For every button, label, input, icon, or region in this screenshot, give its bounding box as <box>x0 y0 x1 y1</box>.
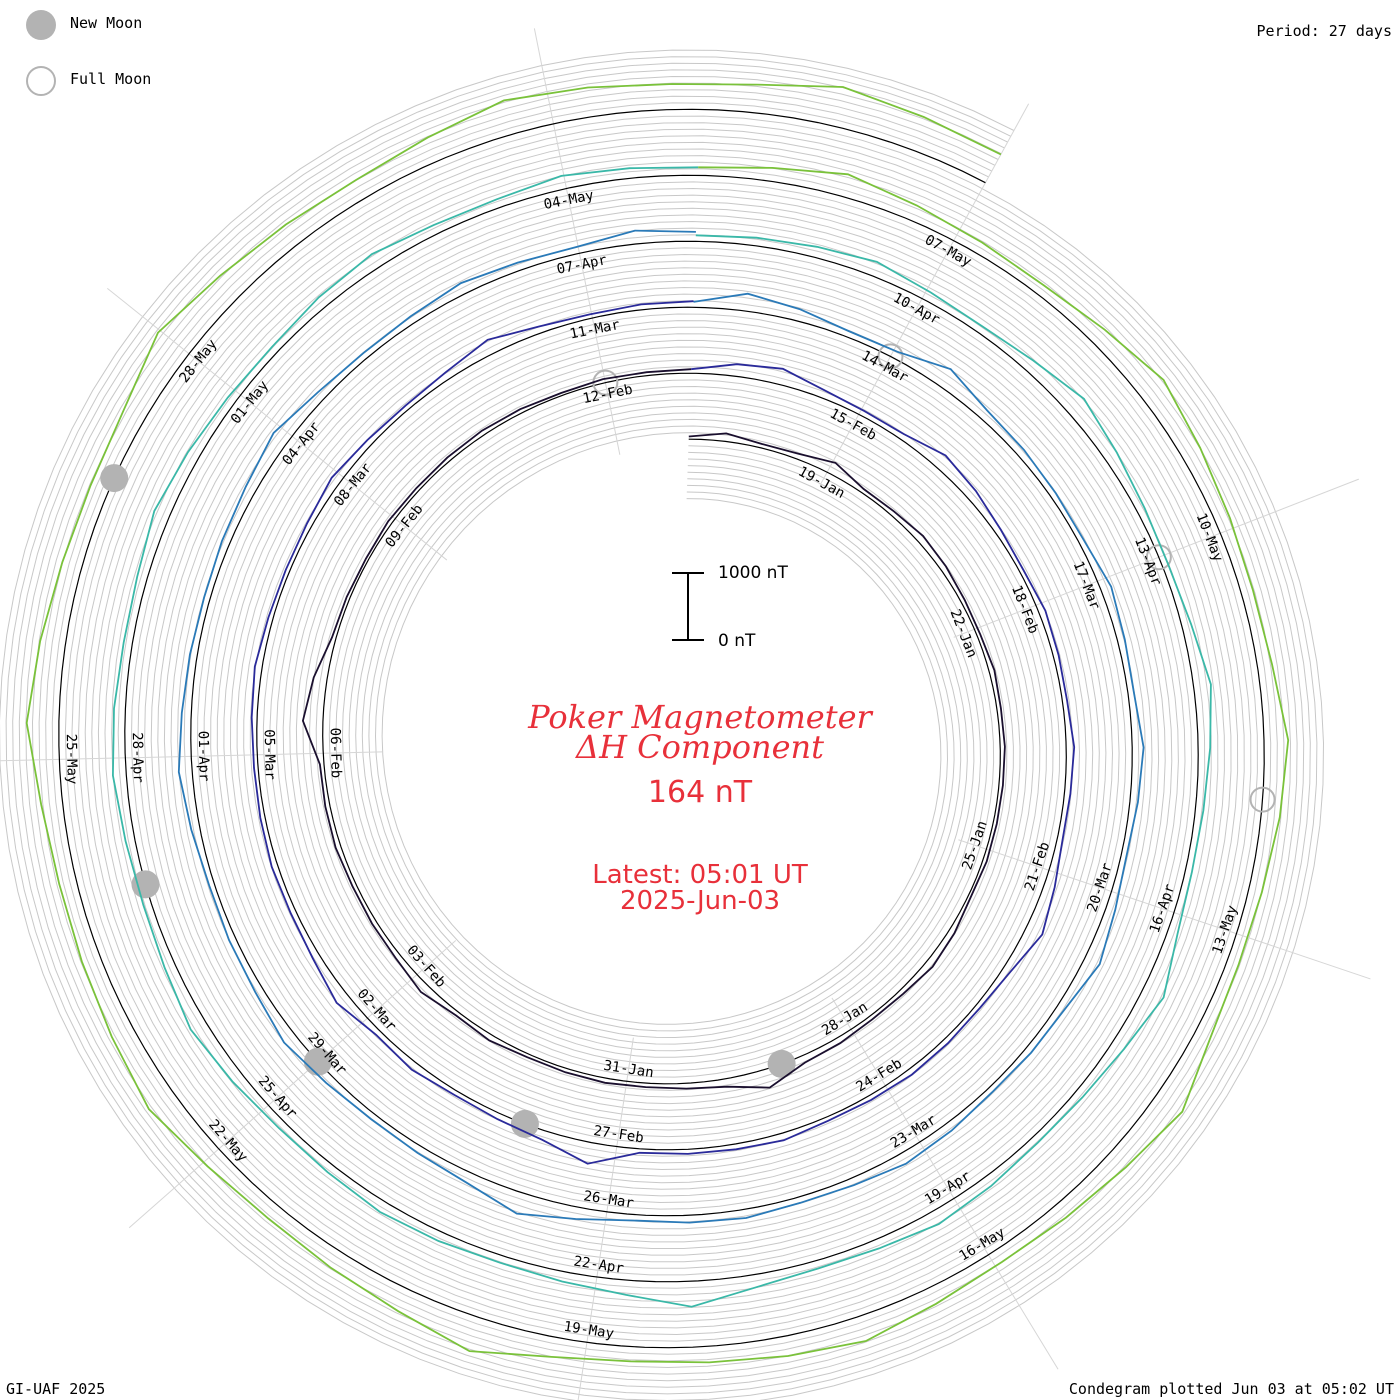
date-label: 06-Feb <box>327 728 344 779</box>
grid-ring <box>5 56 1318 1400</box>
scale-bar <box>672 572 704 641</box>
new-moon-icon <box>26 10 56 40</box>
grid-ring <box>38 89 1285 1369</box>
full-moon-marker <box>877 343 904 370</box>
date-label: 05-Mar <box>261 729 278 780</box>
grid-spoke <box>577 1037 634 1400</box>
chart-subtitle: ΔH Component <box>575 728 825 766</box>
date-label: 31-Jan <box>602 1058 654 1081</box>
series-line-4 <box>111 166 1212 1308</box>
grid-spoke <box>533 28 621 455</box>
date-label: 19-May <box>563 1319 615 1342</box>
date-label: 11-Mar <box>568 317 621 343</box>
date-label: 20-Mar <box>1084 861 1115 914</box>
latest-time: Latest: 05:01 UT <box>592 860 808 890</box>
grid-spoke <box>953 478 1359 638</box>
baseline-spiral <box>58 108 1265 1349</box>
date-label: 27-Feb <box>592 1123 644 1146</box>
new-moon-marker <box>131 870 160 899</box>
grid-spoke <box>958 839 1371 980</box>
full-moon-icon <box>26 66 56 96</box>
grid-ring <box>18 69 1305 1388</box>
chart-title: Poker Magnetometer <box>528 698 872 736</box>
series-line-3 <box>177 229 1145 1224</box>
scale-bottom-label: 0 nT <box>718 631 756 651</box>
grid-ring <box>12 62 1311 1395</box>
grid-spoke <box>819 103 1030 486</box>
data-series <box>25 83 1290 1364</box>
moon-markers <box>100 343 1276 1138</box>
date-label: 04-May <box>542 187 595 213</box>
current-value: 164 nT <box>647 775 753 810</box>
series-line-1 <box>301 368 1006 1090</box>
new-moon-marker <box>767 1049 796 1078</box>
series-line-2 <box>250 300 1076 1165</box>
grid-spoke <box>128 940 457 1229</box>
full-moon-marker <box>1145 544 1172 571</box>
latest-date: 2025-Jun-03 <box>619 886 781 916</box>
legend-new-moon-label: New Moon <box>70 14 143 32</box>
new-moon-marker <box>100 464 129 493</box>
date-label: 22-Apr <box>572 1253 624 1276</box>
new-moon-marker <box>510 1109 539 1138</box>
date-label: 28-Apr <box>129 732 146 783</box>
grid-ring <box>25 75 1298 1382</box>
date-label: 12-Feb <box>581 382 634 408</box>
date-label: 26-Mar <box>582 1188 634 1211</box>
date-label: 21-Feb <box>1022 840 1053 893</box>
grid-rings <box>0 49 1325 1400</box>
grid-spoke <box>831 997 1059 1370</box>
period-label: Period: 27 days <box>1256 22 1392 40</box>
grid-ring <box>0 49 1325 1400</box>
date-label: 13-May <box>1209 903 1240 956</box>
footer-credit: GI-UAF 2025 <box>6 1380 106 1398</box>
full-moon-marker <box>1249 786 1276 813</box>
legend-full-moon-label: Full Moon <box>70 70 152 88</box>
grid-spoke <box>0 751 383 762</box>
footer-plotted: Condegram plotted Jun 03 at 05:02 UT <box>1068 1380 1394 1398</box>
date-label: 16-Apr <box>1147 882 1178 935</box>
series-line-5 <box>25 83 1290 1364</box>
grid-spokes <box>0 28 1371 1400</box>
baseline-path <box>58 108 1265 1349</box>
date-label: 01-Apr <box>195 731 212 782</box>
date-label: 25-May <box>63 734 80 785</box>
grid-spoke <box>107 287 448 561</box>
date-label: 07-Apr <box>555 252 608 278</box>
grid-ring <box>31 82 1292 1375</box>
scale-top-label: 1000 nT <box>718 563 788 583</box>
grid-ring <box>45 95 1278 1362</box>
